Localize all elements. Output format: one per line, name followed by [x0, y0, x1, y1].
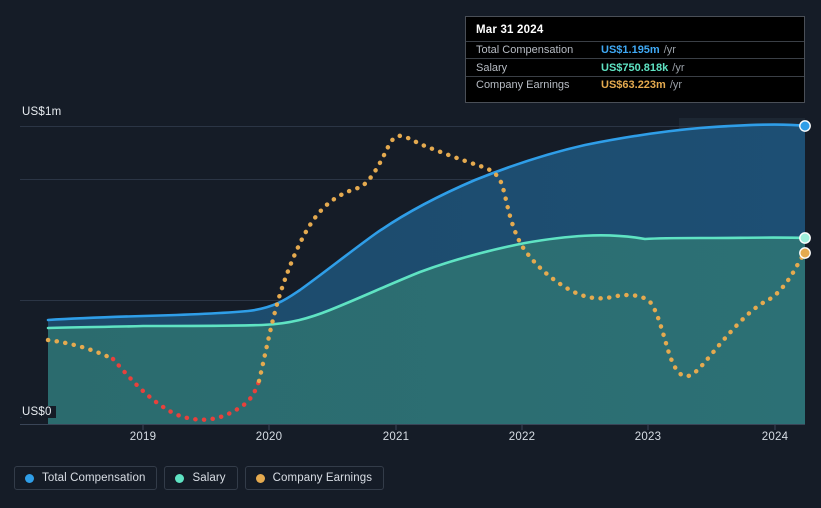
tooltip-unit-company-earnings: /yr	[669, 78, 683, 91]
total-compensation-line	[46, 123, 805, 322]
x-axis-label-2022: 2022	[508, 431, 536, 443]
x-axis-label-2020: 2020	[255, 431, 283, 443]
x-axis-label-2021: 2021	[382, 431, 410, 443]
tooltip-row-total-compensation: Total Compensation US$1.195m /yr	[466, 41, 804, 58]
tooltip-row-salary: Salary US$750.818k /yr	[466, 58, 804, 75]
tooltip-label-salary: Salary	[476, 61, 508, 74]
tooltip-unit-salary: /yr	[672, 61, 685, 74]
legend-item-company-earnings[interactable]: Company Earnings	[244, 466, 385, 490]
tooltip-value-company-earnings: US$63.223m	[601, 78, 666, 91]
x-axis-label-2024: 2024	[761, 431, 789, 443]
tooltip-label-total-compensation: Total Compensation	[476, 44, 574, 57]
x-axis-label-2019: 2019	[129, 431, 157, 443]
y-axis-label-top: US$1m	[22, 106, 66, 118]
tooltip-value-total-compensation: US$1.195m	[601, 44, 660, 57]
chart-legend: Total Compensation Salary Company Earnin…	[14, 466, 385, 490]
legend-label-salary: Salary	[192, 472, 226, 484]
salary-line	[46, 234, 805, 330]
tooltip-label-company-earnings: Company Earnings	[476, 78, 570, 91]
tooltip-row-company-earnings: Company Earnings US$63.223m /yr	[466, 75, 804, 93]
company-earnings-line-positive	[256, 133, 805, 384]
salary-area	[48, 235, 805, 424]
legend-dot-icon	[175, 473, 185, 483]
tooltip-date: Mar 31 2024	[476, 24, 544, 36]
endpoint-markers	[799, 120, 811, 259]
legend-item-salary[interactable]: Salary	[164, 466, 238, 490]
legend-label-total-compensation: Total Compensation	[42, 472, 146, 484]
chart-tooltip: Mar 31 2024 Total Compensation US$1.195m…	[465, 16, 805, 103]
x-axis-label-2023: 2023	[634, 431, 662, 443]
legend-dot-icon	[25, 473, 34, 483]
legend-dot-icon	[255, 473, 265, 483]
company-earnings-line-negative	[110, 356, 262, 422]
legend-label-company-earnings: Company Earnings	[272, 472, 373, 484]
marker-company-earnings	[799, 247, 811, 259]
marker-total-compensation	[799, 120, 811, 132]
marker-salary	[799, 232, 811, 244]
tooltip-value-salary: US$750.818k	[601, 61, 669, 74]
legend-item-total-compensation[interactable]: Total Compensation	[14, 466, 158, 490]
y-axis-label-bottom: US$0	[22, 406, 56, 418]
tooltip-unit-total-compensation: /yr	[663, 44, 676, 57]
x-axis-ticks	[142, 424, 776, 430]
company-earnings-line-positive-start	[45, 337, 116, 362]
